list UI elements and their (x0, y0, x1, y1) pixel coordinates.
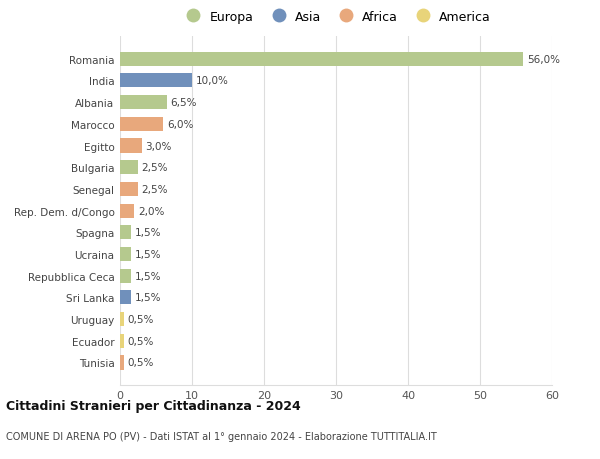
Bar (120, 226, 131, 240)
Text: 0,5%: 0,5% (127, 358, 154, 368)
Text: 3,0%: 3,0% (145, 141, 172, 151)
Text: Cittadini Stranieri per Cittadinanza - 2024: Cittadini Stranieri per Cittadinanza - 2… (6, 399, 301, 412)
Text: 2,5%: 2,5% (142, 163, 168, 173)
Text: 6,5%: 6,5% (170, 98, 197, 108)
Bar (120, 356, 124, 369)
Text: 1,5%: 1,5% (134, 271, 161, 281)
Bar (120, 53, 523, 67)
Bar (120, 334, 124, 348)
Text: 10,0%: 10,0% (196, 76, 229, 86)
Bar (120, 291, 131, 305)
Bar (120, 161, 138, 175)
Bar (120, 96, 167, 110)
Bar (120, 247, 131, 262)
Bar (120, 269, 131, 283)
Text: COMUNE DI ARENA PO (PV) - Dati ISTAT al 1° gennaio 2024 - Elaborazione TUTTITALI: COMUNE DI ARENA PO (PV) - Dati ISTAT al … (6, 431, 437, 442)
Text: 6,0%: 6,0% (167, 119, 193, 129)
Bar (120, 139, 142, 153)
Bar (120, 312, 124, 326)
Text: 1,5%: 1,5% (134, 293, 161, 303)
Text: 0,5%: 0,5% (127, 314, 154, 325)
Bar (120, 74, 192, 88)
Text: 0,5%: 0,5% (127, 336, 154, 346)
Text: 1,5%: 1,5% (134, 249, 161, 259)
Text: 1,5%: 1,5% (134, 228, 161, 238)
Bar (120, 183, 138, 196)
Text: 56,0%: 56,0% (527, 55, 560, 65)
Text: 2,5%: 2,5% (142, 185, 168, 195)
Text: 2,0%: 2,0% (138, 206, 164, 216)
Bar (120, 118, 163, 132)
Legend: Europa, Asia, Africa, America: Europa, Asia, Africa, America (181, 11, 491, 23)
Bar (120, 204, 134, 218)
